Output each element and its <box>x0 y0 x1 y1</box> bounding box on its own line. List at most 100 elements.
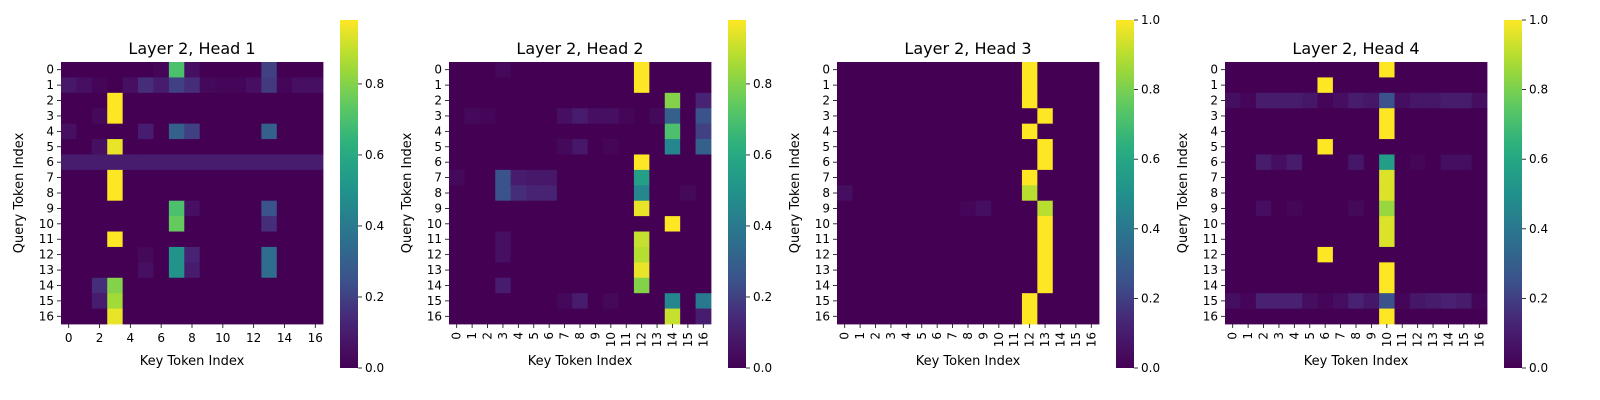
x-tick-label: 7 <box>946 332 960 340</box>
heatmap-cell <box>960 216 977 232</box>
heatmap-cell <box>1456 216 1472 232</box>
heatmap-cell <box>929 308 946 325</box>
x-tick-label: 2 <box>1257 332 1271 340</box>
heatmap-cell <box>960 185 977 202</box>
heatmap-cell <box>929 77 946 94</box>
heatmap-cell <box>307 293 324 309</box>
heatmap-cell <box>276 77 293 94</box>
heatmap-cell <box>1302 246 1318 263</box>
heatmap-cell <box>1394 139 1411 155</box>
heatmap-cell <box>929 62 946 78</box>
heatmap-cell <box>138 185 154 202</box>
heatmap-cell <box>307 123 324 140</box>
y-tick-label: 16 <box>1203 309 1218 323</box>
colorbar-tick-label: 0.0 <box>1529 361 1548 375</box>
heatmap-cell <box>276 277 293 294</box>
heatmap-cell <box>495 231 512 248</box>
heatmap-cell <box>960 200 977 217</box>
heatmap-cell <box>449 231 465 248</box>
heatmap-cell <box>975 216 992 232</box>
x-tick-label: 5 <box>1303 332 1317 340</box>
heatmap-cell <box>138 246 154 263</box>
heatmap-cell <box>664 246 681 263</box>
heatmap-cell <box>76 216 93 232</box>
heatmap-cell <box>664 62 681 78</box>
heatmap-cell <box>199 154 216 171</box>
heatmap-cell <box>107 169 124 186</box>
heatmap-cell <box>122 231 139 248</box>
heatmap-cell <box>1425 216 1442 232</box>
heatmap-cell <box>261 62 278 78</box>
heatmap-cell <box>495 277 512 294</box>
heatmap-cell <box>960 308 977 325</box>
heatmap-cell <box>1083 231 1100 248</box>
heatmap-cell <box>1379 246 1395 263</box>
heatmap-cell <box>695 77 712 94</box>
heatmap-cell <box>898 231 915 248</box>
heatmap-cell <box>168 139 185 155</box>
y-tick-label: 14 <box>427 278 442 292</box>
heatmap-cell <box>603 200 619 217</box>
heatmap-cell <box>1052 216 1069 232</box>
heatmap-cell <box>1317 108 1334 125</box>
heatmap-cell <box>883 123 900 140</box>
heatmap-cell <box>526 92 542 109</box>
heatmap-cell <box>633 277 650 294</box>
heatmap-cell <box>664 293 681 309</box>
x-tick-label: 0 <box>1226 332 1240 340</box>
heatmap-cell <box>76 200 93 217</box>
heatmap-cell <box>587 308 604 325</box>
heatmap-cell <box>76 293 93 309</box>
y-tick-label: 6 <box>46 155 54 169</box>
heatmap-cell <box>292 169 308 186</box>
heatmap-cell <box>276 231 293 248</box>
heatmap-cell <box>245 92 262 109</box>
heatmap-cell <box>1021 216 1038 232</box>
heatmap-cell <box>449 92 465 109</box>
heatmap-cell <box>960 169 977 186</box>
heatmap-cell <box>541 77 558 94</box>
heatmap-cell <box>107 92 124 109</box>
heatmap-cell <box>587 293 604 309</box>
heatmap-cell <box>1394 185 1411 202</box>
x-tick-label: 1 <box>465 332 479 340</box>
heatmap-cell <box>541 169 558 186</box>
heatmap-cell <box>1456 308 1472 325</box>
heatmap-cell <box>633 293 650 309</box>
heatmap-cell <box>215 185 231 202</box>
heatmap-cell <box>1425 123 1442 140</box>
heatmap-cell <box>1286 108 1303 125</box>
heatmap-cell <box>215 308 231 325</box>
heatmap-cell <box>975 200 992 217</box>
heatmap-cell <box>449 77 465 94</box>
heatmap-cell <box>929 154 946 171</box>
heatmap-cell <box>1255 108 1272 125</box>
y-tick-label: 11 <box>1203 232 1218 246</box>
heatmap-cell <box>1471 92 1488 109</box>
heatmap-cell <box>1332 62 1349 78</box>
heatmap-cell <box>680 293 696 309</box>
heatmap-cell <box>1037 77 1054 94</box>
heatmap-cell <box>1302 62 1318 78</box>
heatmap-cell <box>852 231 869 248</box>
heatmap-cell <box>944 139 961 155</box>
heatmap-cell <box>944 154 961 171</box>
heatmap-cell <box>1425 154 1442 171</box>
heatmap-cell <box>975 185 992 202</box>
heatmap-cell <box>664 139 681 155</box>
heatmap-cell <box>898 277 915 294</box>
y-tick-label: 9 <box>434 201 442 215</box>
heatmap-cell <box>1083 62 1100 78</box>
heatmap-cell <box>1440 293 1457 309</box>
heatmap-cell <box>107 108 124 125</box>
heatmap-cell <box>276 185 293 202</box>
heatmap-cell <box>245 185 262 202</box>
heatmap-cell <box>1456 62 1472 78</box>
heatmap-cell <box>510 169 527 186</box>
heatmap-cell <box>1271 108 1288 125</box>
heatmap-cell <box>199 231 216 248</box>
heatmap-cell <box>1317 62 1334 78</box>
heatmap-cell <box>572 277 589 294</box>
heatmap-cell <box>914 139 930 155</box>
heatmap-cell <box>556 308 573 325</box>
